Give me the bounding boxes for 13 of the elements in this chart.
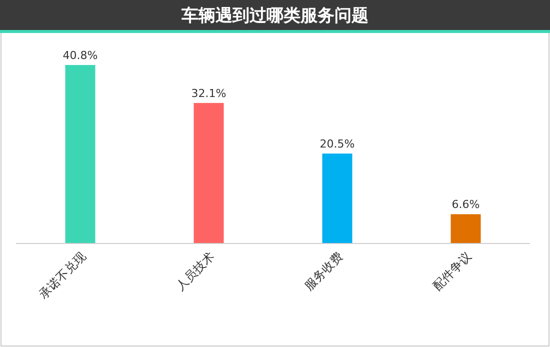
- chart-title: 车辆遇到过哪类服务问题: [180, 6, 368, 26]
- data-label: 20.5%: [320, 138, 355, 151]
- x-tick-label: 人员技术: [173, 249, 217, 294]
- bar: [194, 102, 224, 243]
- data-label: 6.6%: [452, 198, 480, 212]
- x-tick-label: 承诺不兑现: [36, 249, 88, 302]
- x-tick-label: 服务收费: [302, 249, 346, 294]
- bar: [450, 214, 481, 243]
- data-label: 40.8%: [62, 49, 98, 62]
- data-label: 32.1%: [191, 86, 226, 100]
- bar: [65, 65, 96, 243]
- bar: [322, 154, 352, 243]
- x-tick-label: 配件争议: [430, 249, 474, 294]
